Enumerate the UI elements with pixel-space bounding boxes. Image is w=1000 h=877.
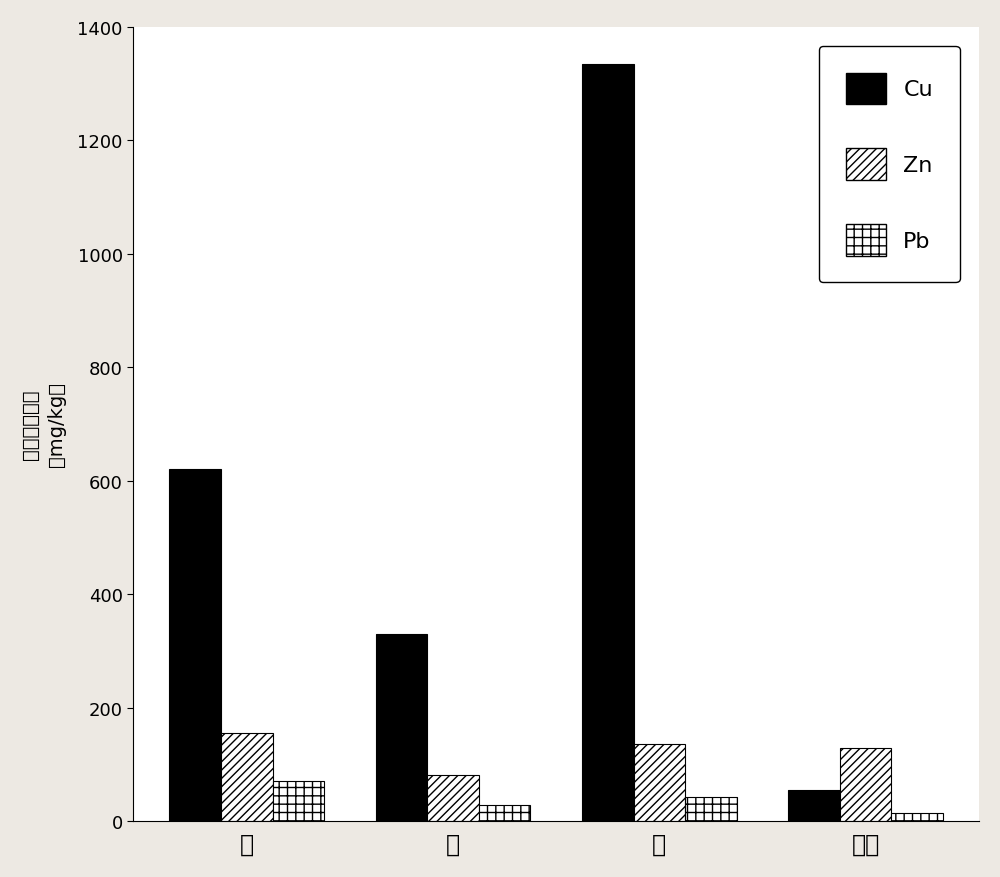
Bar: [634, 745, 685, 821]
Bar: [221, 733, 273, 821]
Bar: [582, 65, 634, 821]
Legend: Cu, Zn, Pb: Cu, Zn, Pb: [819, 46, 960, 283]
Bar: [427, 774, 479, 821]
Bar: [376, 634, 427, 821]
Bar: [891, 813, 943, 821]
Bar: [169, 470, 221, 821]
Bar: [273, 781, 324, 821]
Bar: [685, 797, 737, 821]
Bar: [840, 749, 891, 821]
Bar: [479, 805, 530, 821]
Y-axis label: 重金属的含量
（mg/kg）: 重金属的含量 （mg/kg）: [21, 382, 66, 467]
Bar: [788, 790, 840, 821]
